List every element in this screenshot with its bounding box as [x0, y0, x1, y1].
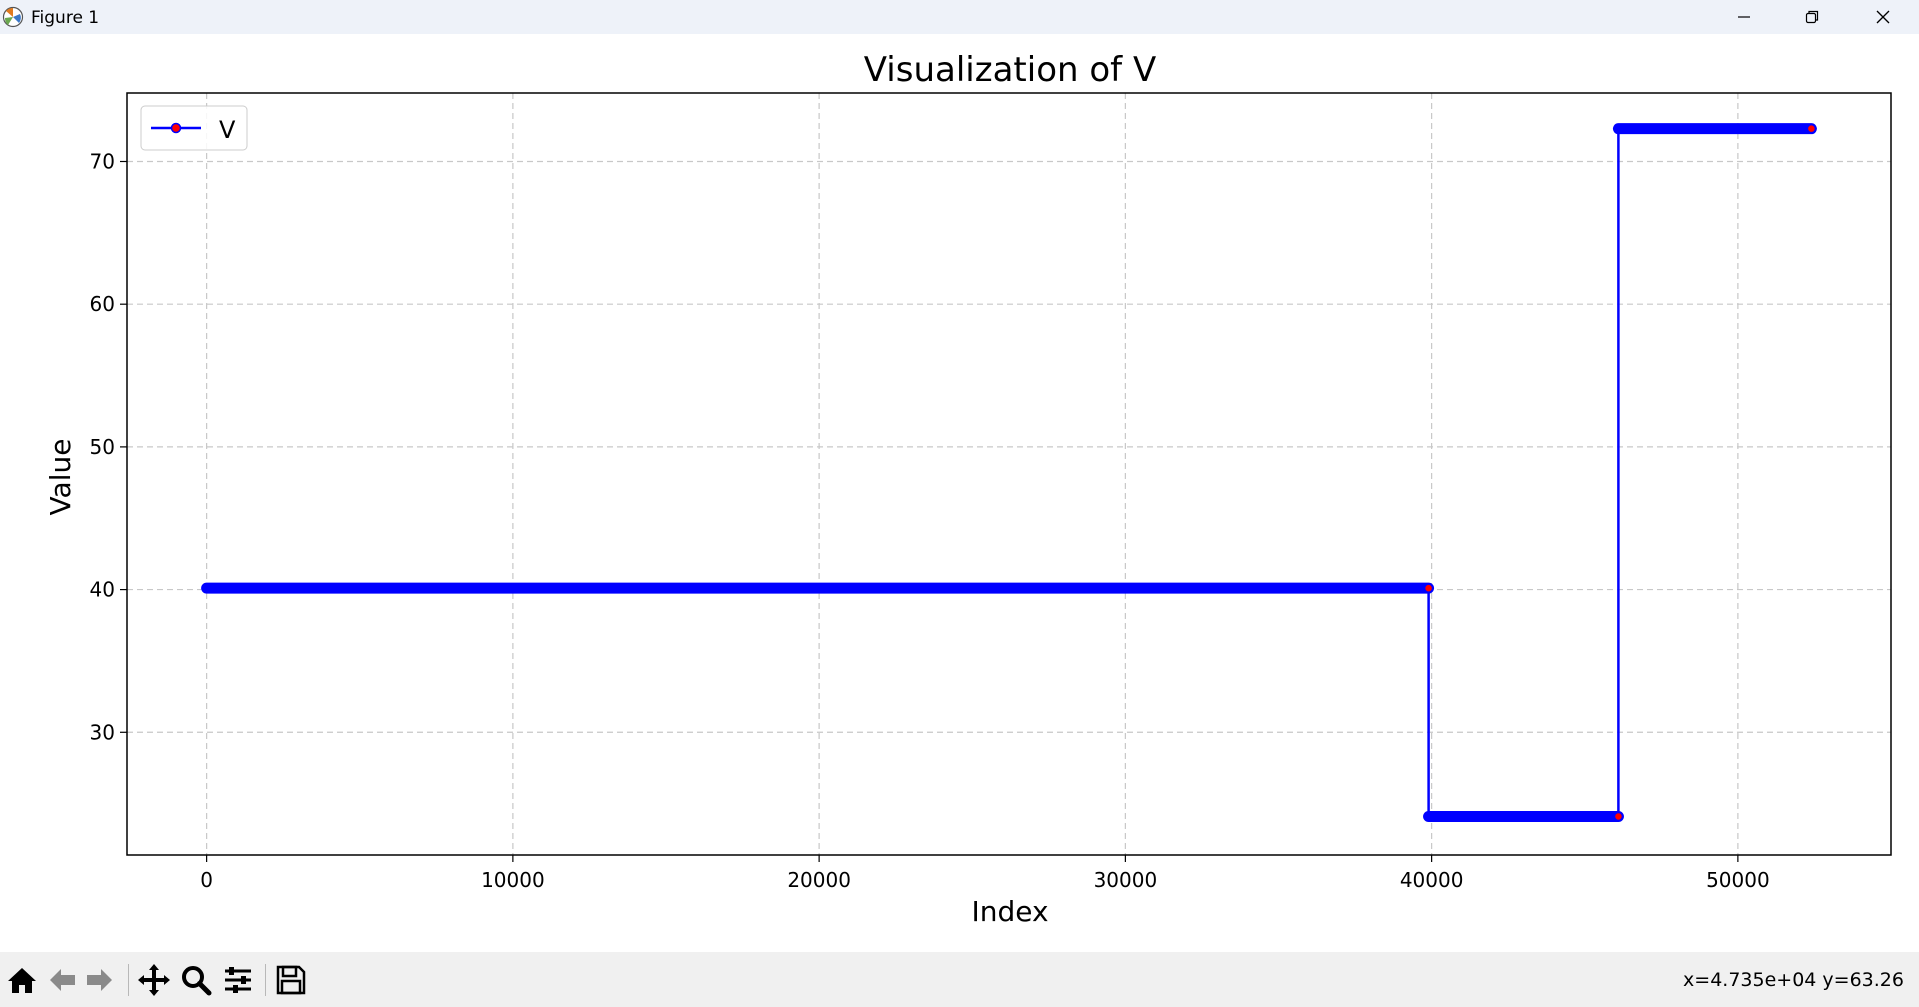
configure-subplots-icon [225, 967, 251, 993]
cursor-coordinates: x=4.735e+04 y=63.26 [1683, 969, 1904, 991]
series-line [206, 127, 1812, 818]
restore-button[interactable] [1778, 0, 1846, 34]
x-tick-label: 0 [200, 868, 213, 892]
axes-frame [126, 92, 1892, 856]
home-icon [8, 968, 36, 993]
x-tick-label: 30000 [1094, 868, 1158, 892]
figure-canvas[interactable]: Visualization of V 0 10000 20000 30000 40000… [0, 34, 1919, 952]
legend: V [140, 105, 248, 151]
minimize-icon [1738, 16, 1750, 18]
pan-icon [138, 964, 170, 996]
zoom-button[interactable] [178, 962, 214, 998]
legend-label: V [219, 116, 236, 144]
y-axis-label: Value [44, 439, 77, 516]
line-chart: Visualization of V 0 10000 20000 30000 40000… [44, 50, 1892, 928]
data-point [1423, 583, 1434, 593]
pan-button[interactable] [136, 962, 172, 998]
save-icon [276, 965, 306, 995]
forward-arrow-icon [87, 969, 112, 991]
navigation-toolbar: x=4.735e+04 y=63.26 [0, 952, 1919, 1007]
toolbar-separator [128, 964, 129, 996]
data-point [1806, 123, 1817, 134]
x-axis-ticks: 0 10000 20000 30000 40000 50000 [200, 855, 1770, 892]
series-V [201, 123, 1817, 822]
close-button[interactable] [1849, 0, 1917, 34]
back-button[interactable] [44, 962, 80, 998]
configure-subplots-button[interactable] [220, 962, 256, 998]
forward-button[interactable] [82, 962, 118, 998]
series-layer [201, 123, 1817, 822]
y-axis-ticks: 30 40 50 60 70 [90, 149, 127, 744]
legend-marker-sample [170, 122, 182, 134]
x-tick-label: 10000 [481, 868, 545, 892]
home-button[interactable] [4, 962, 40, 998]
close-icon [1876, 10, 1890, 24]
y-tick-label: 70 [90, 149, 115, 173]
back-arrow-icon [50, 969, 75, 991]
grid-lines [127, 93, 1891, 855]
data-point [1613, 811, 1624, 822]
y-tick-label: 30 [90, 720, 115, 744]
chart-title: Visualization of V [864, 50, 1156, 90]
window-title: Figure 1 [31, 8, 100, 28]
x-tick-label: 40000 [1400, 868, 1464, 892]
x-tick-label: 50000 [1706, 868, 1770, 892]
minimize-button[interactable] [1710, 0, 1778, 34]
save-button[interactable] [273, 962, 309, 998]
x-axis-label: Index [971, 895, 1048, 928]
y-tick-label: 60 [90, 292, 115, 316]
y-tick-label: 40 [90, 578, 115, 602]
x-tick-label: 20000 [787, 868, 851, 892]
y-tick-label: 50 [90, 435, 115, 459]
zoom-icon [182, 966, 212, 996]
toolbar-separator [265, 964, 266, 996]
matplotlib-app-icon [2, 6, 24, 28]
restore-icon [1805, 10, 1819, 24]
title-bar: Figure 1 [0, 0, 1919, 34]
